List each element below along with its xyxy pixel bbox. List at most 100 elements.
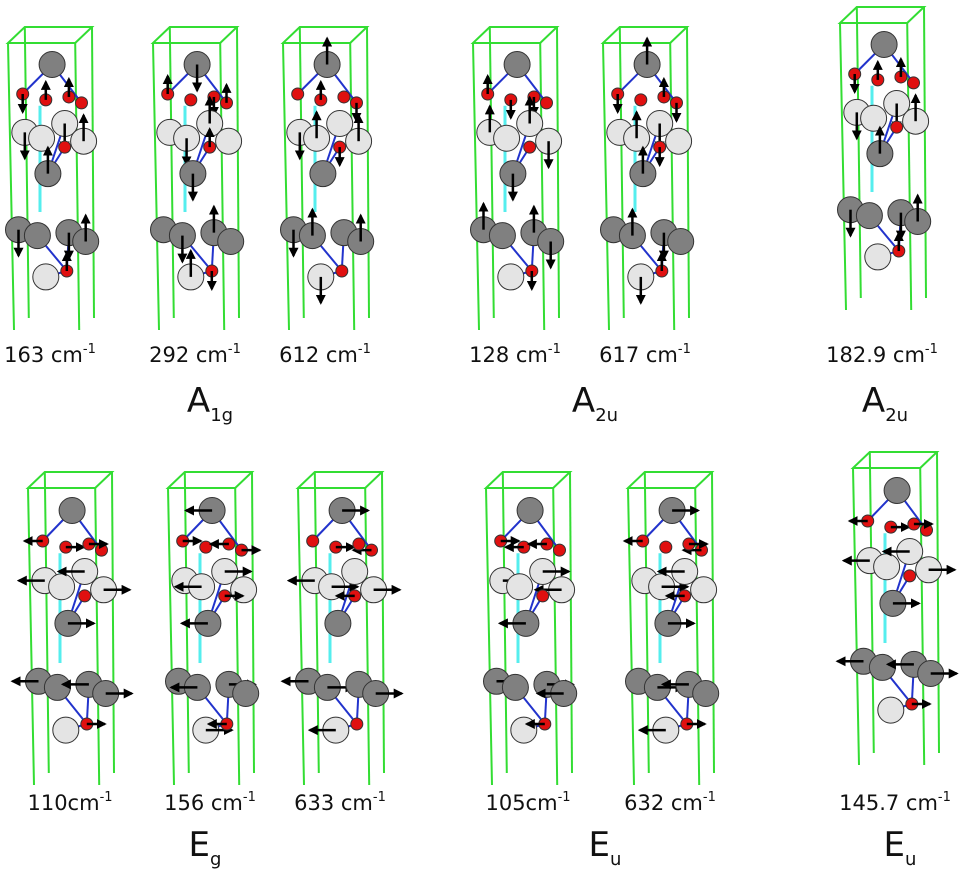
frequency-value: 128 cm xyxy=(469,343,548,367)
metal-atom xyxy=(24,223,50,249)
metal-atom xyxy=(29,125,55,151)
crystal-cell xyxy=(13,472,132,785)
metal-atom xyxy=(504,52,530,78)
oxygen-atom xyxy=(904,570,916,582)
frequency-label: 182.9 cm-1 xyxy=(826,342,938,367)
cell-edge xyxy=(840,23,846,310)
cell-edge xyxy=(603,43,609,330)
frequency-value: 182.9 cm xyxy=(826,343,925,367)
cell-edge xyxy=(473,43,479,330)
cell-edge xyxy=(907,23,911,310)
frequency-label: 145.7 cm-1 xyxy=(839,790,951,815)
metal-atom xyxy=(59,498,85,524)
symmetry-label: Eu xyxy=(884,825,917,870)
crystal-cell xyxy=(151,27,244,330)
metal-atom xyxy=(39,52,65,78)
crystal-cell xyxy=(625,472,719,785)
cell-edge xyxy=(170,27,174,318)
frequency-value: 292 cm xyxy=(149,343,228,367)
frequency-value: 612 cm xyxy=(279,343,358,367)
cell-edge xyxy=(315,472,319,773)
symmetry-label: Eg xyxy=(189,825,222,870)
cell-edge xyxy=(298,488,304,785)
cell-edge xyxy=(367,27,369,318)
cell-edge xyxy=(645,472,649,773)
symmetry-main: A xyxy=(572,381,595,421)
metal-atom xyxy=(44,674,70,700)
oxygen-atom xyxy=(353,538,365,550)
frequency-label: 156 cm-1 xyxy=(164,790,256,815)
oxygen-atom xyxy=(76,97,88,109)
cell-edge xyxy=(695,488,699,785)
frequency-exponent: -1 xyxy=(938,790,951,805)
cell-edge xyxy=(937,452,939,753)
cell-top xyxy=(298,472,382,488)
cell-edge xyxy=(553,488,557,785)
oxygen-atom xyxy=(660,541,672,553)
metal-atom xyxy=(231,577,257,603)
symmetry-main: E xyxy=(189,825,210,865)
cell-edge xyxy=(712,472,714,773)
oxygen-atom xyxy=(307,535,319,547)
oxygen-atom xyxy=(554,544,566,556)
oxygen-atom xyxy=(338,91,350,103)
metal-atom xyxy=(216,128,242,154)
cell-edge xyxy=(857,7,861,298)
symmetry-sub: 1g xyxy=(210,405,233,426)
cell-edge xyxy=(237,27,239,318)
oxygen-atom xyxy=(537,590,549,602)
frequency-label: 110cm-1 xyxy=(27,790,112,815)
cell-edge xyxy=(153,43,159,330)
metal-atom xyxy=(511,717,537,743)
oxygen-atom xyxy=(336,265,348,277)
frequency-value: 632 cm xyxy=(624,791,703,815)
frequency-label: 632 cm-1 xyxy=(624,790,716,815)
cell-top xyxy=(840,7,924,23)
symmetry-sub: 2u xyxy=(595,405,618,426)
crystal-cell xyxy=(283,472,402,785)
cell-edge xyxy=(670,43,674,330)
cell-edge xyxy=(853,468,859,765)
cell-edge xyxy=(687,27,689,318)
metal-atom xyxy=(507,574,533,600)
symmetry-sub: 2u xyxy=(885,405,908,426)
crystal-cell xyxy=(838,452,957,765)
crystal-cell xyxy=(471,27,564,330)
cell-edge xyxy=(168,488,174,785)
cell-edge xyxy=(570,472,572,773)
cell-top xyxy=(153,27,237,43)
frequency-exponent: -1 xyxy=(358,342,371,357)
metal-atom xyxy=(869,654,895,680)
metal-atom xyxy=(310,161,336,187)
cell-edge xyxy=(75,43,79,330)
cell-edge xyxy=(283,43,289,330)
metal-atom xyxy=(693,681,719,707)
crystal-cell xyxy=(6,27,99,330)
cell-edge xyxy=(486,488,492,785)
cell-edge xyxy=(628,488,634,785)
oxygen-atom xyxy=(541,97,553,109)
frequency-value: 163 cm xyxy=(4,343,83,367)
cell-top xyxy=(853,452,937,468)
cell-edge xyxy=(490,27,494,318)
cell-top xyxy=(168,472,252,488)
metal-atom xyxy=(53,717,79,743)
oxygen-atom xyxy=(200,541,212,553)
metal-atom xyxy=(502,674,528,700)
cell-edge xyxy=(920,468,924,765)
frequency-value: 145.7 cm xyxy=(839,791,938,815)
metal-atom xyxy=(861,105,887,131)
metal-atom xyxy=(668,229,694,255)
oxygen-atom xyxy=(79,590,91,602)
metal-atom xyxy=(489,223,515,249)
symmetry-label: A2u xyxy=(862,381,908,426)
cell-edge xyxy=(365,488,369,785)
cell-edge xyxy=(112,472,114,773)
frequency-exponent: -1 xyxy=(558,790,571,805)
frequency-value: 105cm xyxy=(485,791,557,815)
metal-atom xyxy=(666,128,692,154)
metal-atom xyxy=(856,203,882,229)
metal-atom xyxy=(233,681,259,707)
metal-atom xyxy=(517,498,543,524)
metal-atom xyxy=(871,32,897,58)
